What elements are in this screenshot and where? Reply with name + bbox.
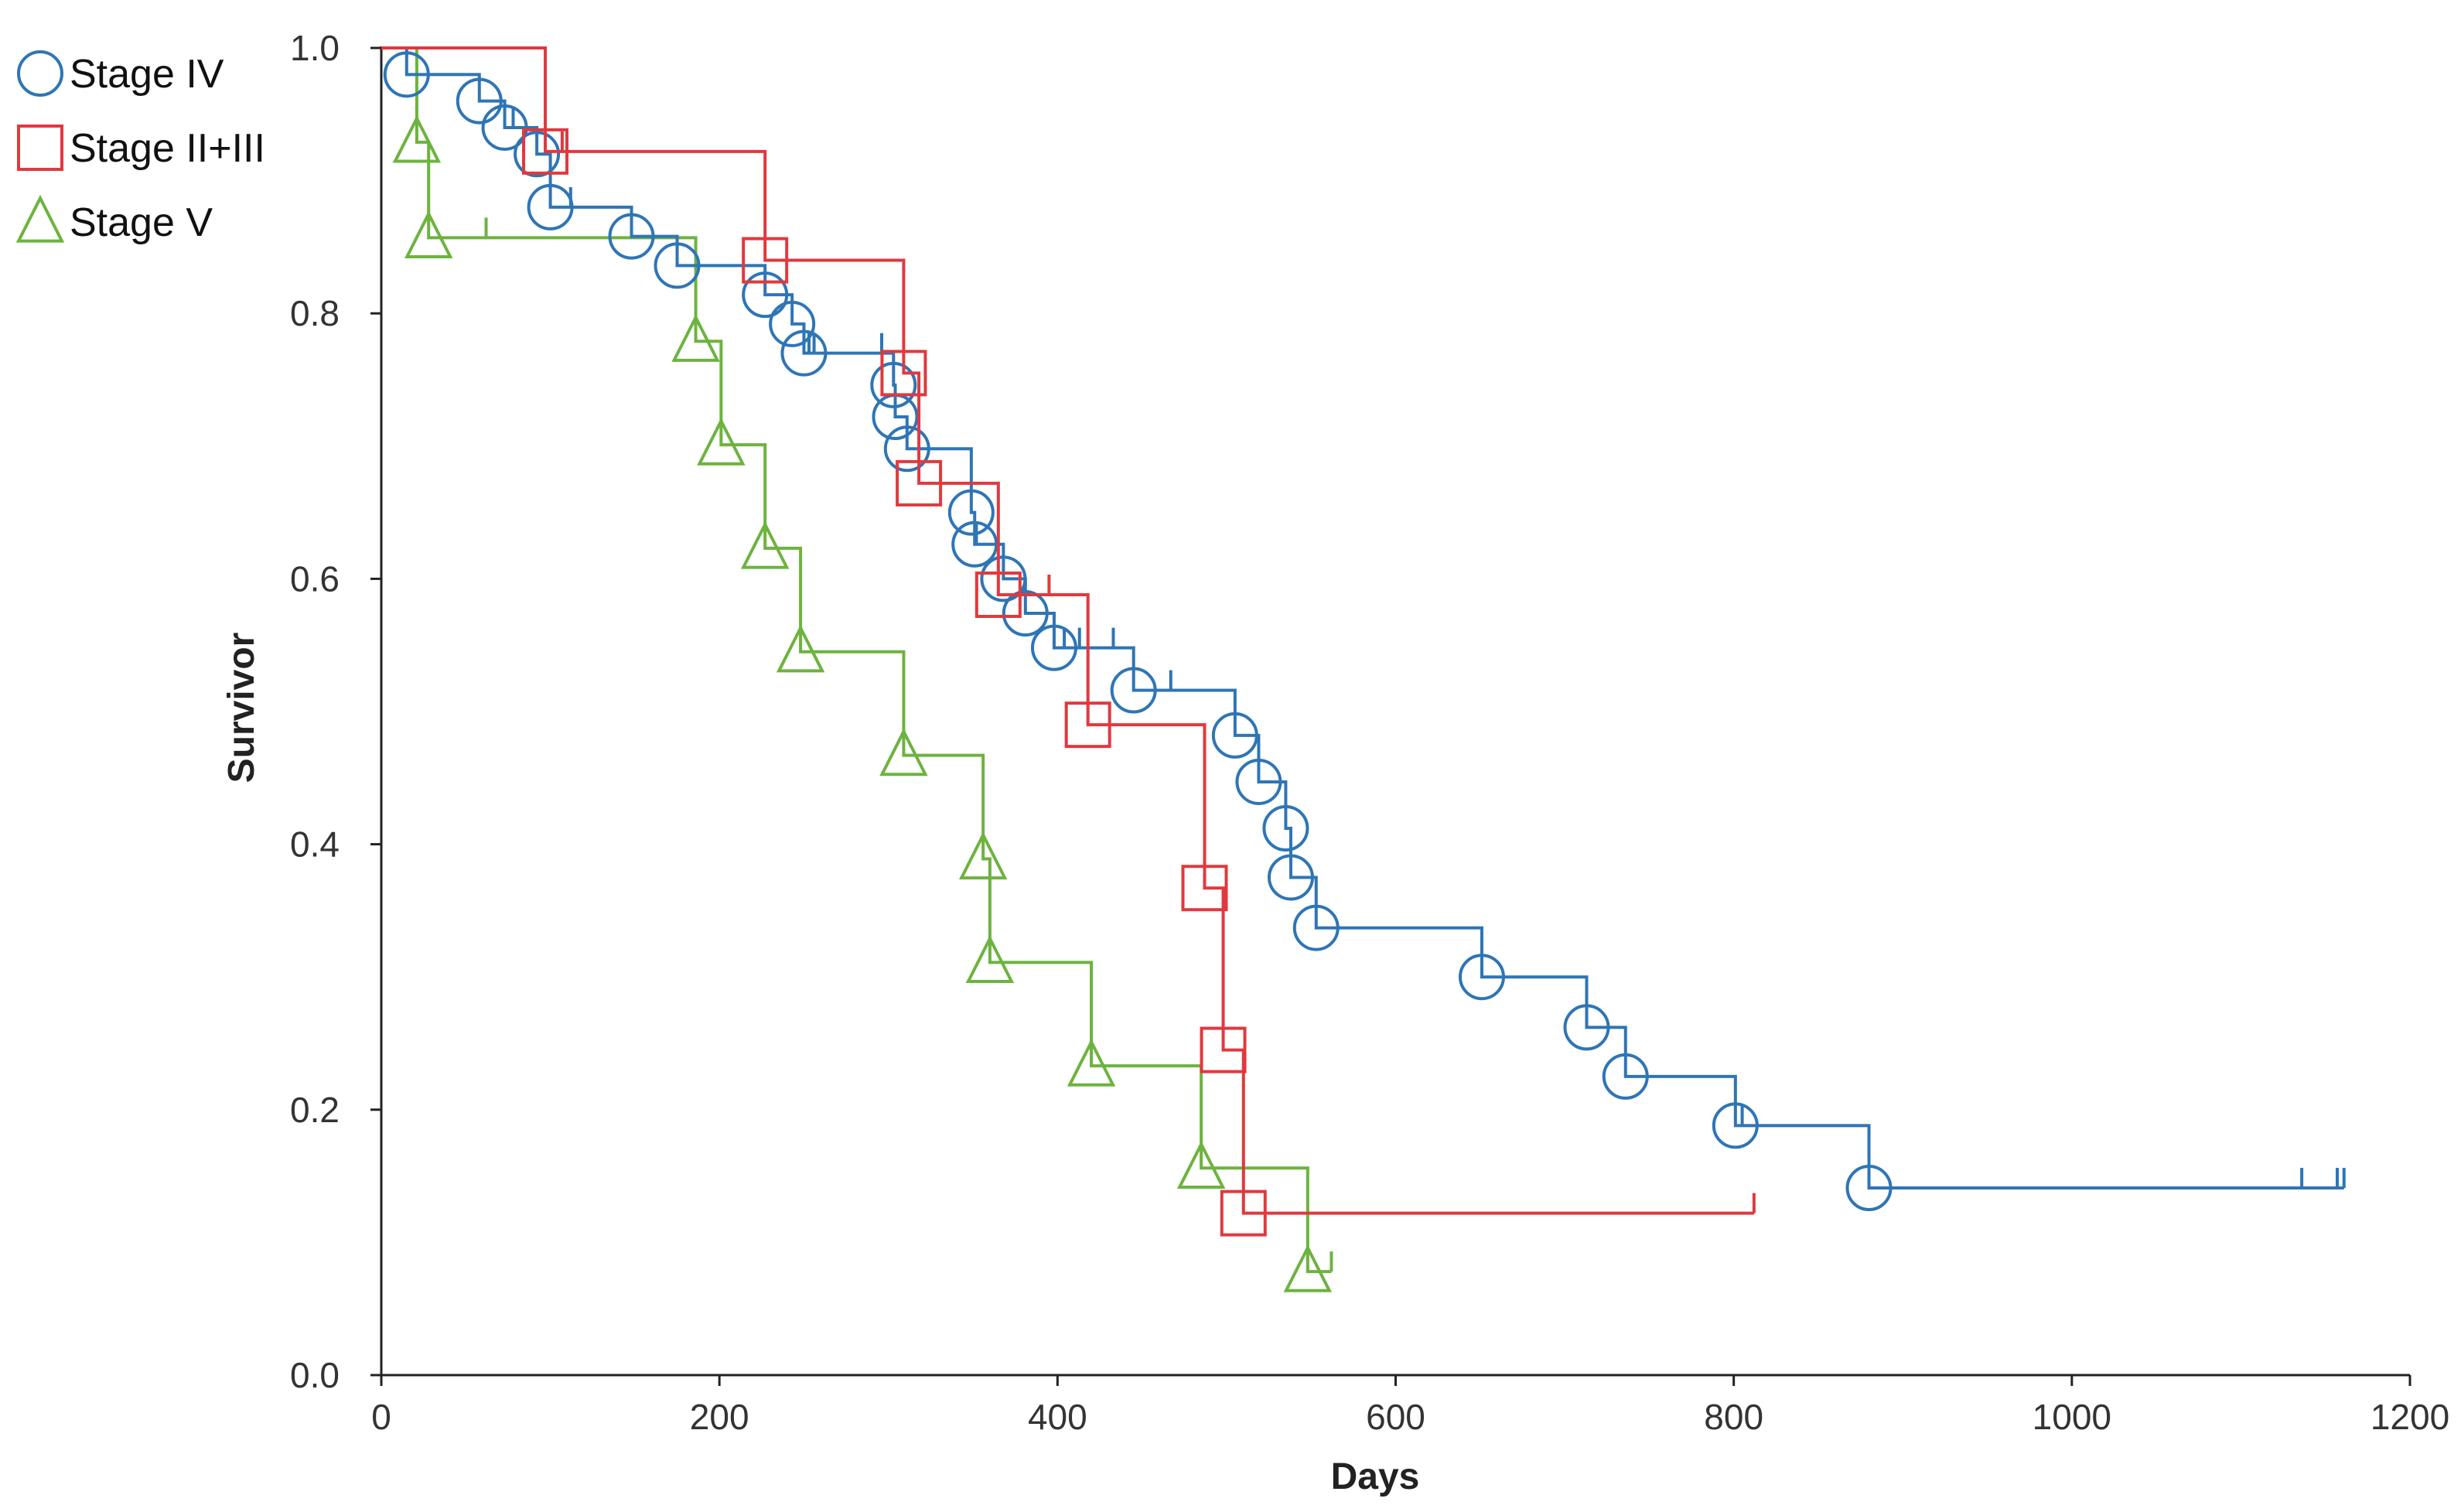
event-point — [769, 300, 816, 347]
event-point — [1563, 1004, 1610, 1051]
event-point — [740, 520, 790, 569]
event-point — [514, 131, 561, 178]
event-point — [975, 571, 1022, 618]
survival-curve-stage-v — [381, 46, 1332, 1274]
event-point — [742, 271, 789, 319]
event-point — [1262, 805, 1309, 852]
legend-marker-circle-icon — [17, 50, 63, 97]
x-tick-label: 1200 — [2371, 1397, 2449, 1437]
event-point — [392, 114, 442, 163]
event-point — [896, 459, 943, 507]
x-tick-label: 600 — [1366, 1397, 1425, 1437]
event-point — [654, 242, 701, 289]
y-axis-title: Survivor — [221, 633, 262, 783]
event-point — [671, 313, 720, 362]
survival-curve-stage-ii-iii — [381, 46, 1754, 1215]
event-point — [947, 489, 995, 536]
event-point — [870, 361, 917, 408]
event-point — [1845, 1165, 1893, 1212]
event-point — [456, 77, 503, 125]
legend-item-stage-ii-iii: Stage II+III — [17, 125, 265, 171]
event-point — [965, 935, 1015, 983]
event-point — [780, 329, 828, 377]
y-tick-label: 0.8 — [290, 293, 340, 333]
event-point — [1200, 1026, 1247, 1073]
event-point — [958, 831, 1008, 880]
x-tick-label: 800 — [1704, 1397, 1763, 1437]
event-point — [1211, 712, 1258, 759]
event-point — [776, 624, 825, 673]
event-point — [742, 237, 789, 284]
x-tick-label: 400 — [1028, 1397, 1087, 1437]
event-point — [1002, 590, 1049, 637]
x-tick-label: 1000 — [2033, 1397, 2111, 1437]
event-point — [697, 417, 746, 466]
series-stage-v — [381, 46, 1333, 1292]
legend-label: Stage II+III — [70, 126, 265, 171]
event-point — [1064, 701, 1111, 749]
event-point — [527, 183, 574, 230]
event-point — [522, 128, 569, 175]
series-layer — [381, 46, 2346, 1292]
y-tick-label: 0.6 — [290, 558, 340, 599]
event-point — [879, 728, 928, 776]
event-point — [1235, 758, 1282, 805]
series-stage-ii-iii — [381, 46, 1756, 1237]
event-point — [1110, 667, 1157, 714]
x-tick-label: 0 — [371, 1397, 391, 1437]
event-point — [1712, 1102, 1759, 1149]
legend-label: Stage IV — [70, 52, 224, 97]
x-axis-title: Days — [1331, 1456, 1420, 1497]
legend-item-stage-v: Stage V — [15, 194, 213, 245]
legend: Stage IV Stage II+III Stage V — [15, 50, 265, 245]
event-point — [1030, 624, 1077, 671]
y-tick-label: 0.4 — [290, 824, 340, 865]
event-point — [404, 210, 453, 259]
y-tick-label: 1.0 — [290, 28, 340, 68]
event-point — [481, 104, 528, 151]
event-point — [1067, 1038, 1116, 1087]
event-point — [1283, 1244, 1333, 1292]
survival-curve-stage-iv — [381, 46, 2344, 1190]
event-point — [1292, 904, 1340, 951]
event-point — [1602, 1053, 1649, 1100]
event-point — [1176, 1141, 1226, 1189]
legend-item-stage-iv: Stage IV — [17, 50, 224, 97]
event-point — [608, 213, 655, 260]
legend-label: Stage V — [70, 200, 213, 245]
event-point — [951, 520, 998, 568]
event-point — [1458, 954, 1505, 1001]
event-point — [883, 425, 930, 473]
series-stage-iv — [381, 46, 2346, 1212]
event-point — [1267, 854, 1314, 901]
x-tick-label: 200 — [690, 1397, 749, 1437]
event-point — [1181, 865, 1228, 912]
event-point — [383, 51, 430, 98]
y-tick-label: 0.0 — [290, 1355, 340, 1395]
legend-marker-triangle-icon — [15, 194, 65, 243]
legend-marker-square-icon — [17, 125, 63, 171]
y-tick-label: 0.2 — [290, 1090, 340, 1130]
event-point — [1220, 1189, 1267, 1237]
event-point — [980, 555, 1027, 602]
axes: 0 200 400 600 800 1000 1200 0.0 0.2 0.4 0.6 0.8 1.0 — [290, 28, 2449, 1437]
event-point — [880, 350, 927, 397]
